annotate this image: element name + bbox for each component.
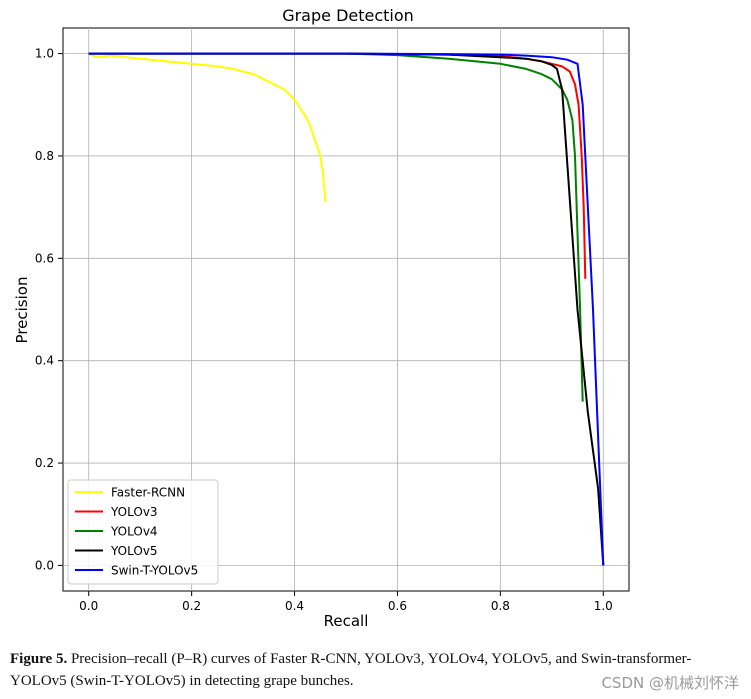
y-tick-label: 0.0 (35, 558, 54, 572)
x-tick-label: 1.0 (594, 599, 613, 613)
legend-label-yolov3: YOLOv3 (110, 505, 158, 519)
axis-ticks: 0.0 0.2 0.4 0.6 0.8 1.0 0.0 0.2 0.4 0.6 0.8 1.0 (35, 47, 613, 613)
legend: Faster-RCNN YOLOv3 YOLOv4 YOLOv5 Swin-T-YOLO… (67, 479, 219, 585)
legend-label-swin-t-yolov5: Swin-T-YOLOv5 (111, 564, 198, 578)
legend-box (67, 479, 219, 585)
legend-label-yolov5: YOLOv5 (110, 544, 158, 558)
x-tick-label: 0.6 (388, 599, 407, 613)
x-tick-label: 0.4 (285, 599, 304, 613)
y-tick-label: 0.6 (35, 251, 54, 265)
x-tick-label: 0.0 (79, 599, 98, 613)
series-line-swin-t-yolov5 (88, 52, 605, 566)
watermark: CSDN @机械刘怀洋 (601, 674, 739, 692)
caption-label: Figure 5. (10, 651, 68, 667)
x-tick-label: 0.8 (491, 599, 510, 613)
x-tick-label: 0.2 (182, 599, 201, 613)
chart-title: Grape Detection (282, 6, 414, 25)
series-line-yolov4 (88, 52, 584, 402)
y-tick-label: 0.8 (35, 149, 54, 163)
caption-text: Precision–recall (P–R) curves of Faster … (10, 651, 692, 689)
y-axis-label: Precision (13, 277, 31, 344)
series-line-faster-rcnn (88, 52, 327, 203)
figure-caption: Figure 5. Precision–recall (P–R) curves … (10, 648, 741, 692)
y-tick-label: 1.0 (35, 47, 54, 61)
legend-label-yolov4: YOLOv4 (110, 525, 158, 539)
legend-label-faster-rcnn: Faster-RCNN (111, 486, 185, 500)
y-tick-label: 0.2 (35, 456, 54, 470)
pr-curve-chart: Grape Detection 0.0 0.2 0.4 0.6 0.8 1.0 0.0 0.2… (13, 6, 630, 630)
series-lines (88, 52, 605, 566)
y-tick-label: 0.4 (35, 354, 54, 368)
x-axis-label: Recall (324, 612, 369, 630)
